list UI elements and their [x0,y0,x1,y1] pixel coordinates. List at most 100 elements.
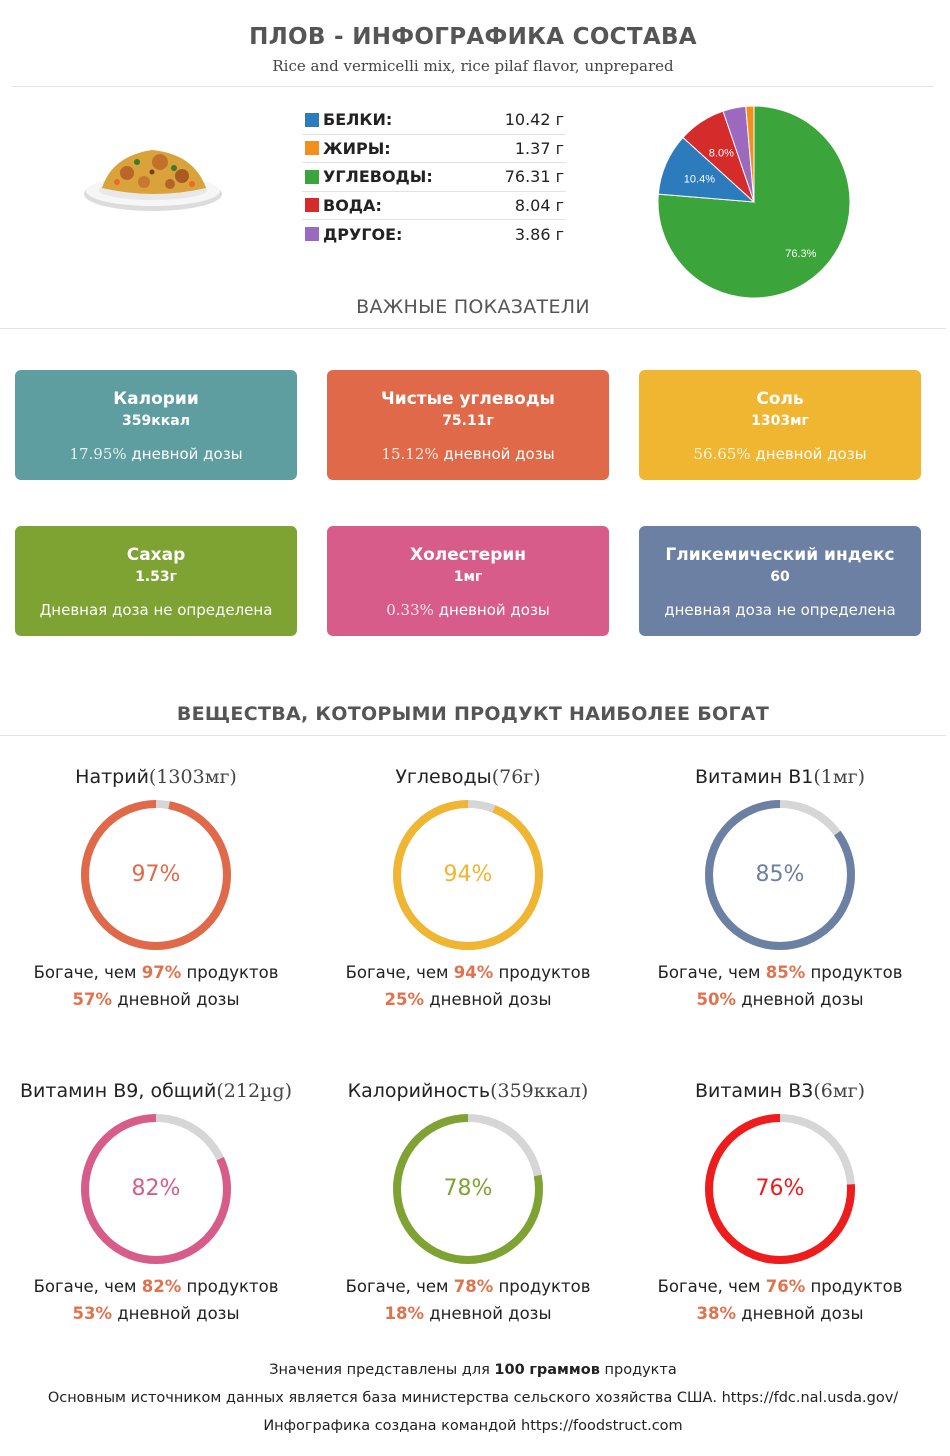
rich-item-vitamin-b1: Витамин B1(1мг) [630,766,930,788]
macro-label: ВОДА [323,195,376,215]
card-title: Холестерин [409,545,527,565]
footer-source: Основным источником данных является база… [47,1390,899,1406]
ring-percent: 97% [131,862,181,887]
rich-item-calories: Калорийность(359ккал) [318,1080,618,1102]
pie-label-protein: 10.4% [684,173,715,185]
pie-label-water: 8.0% [709,147,734,159]
card-note: дневной дозы [443,445,555,463]
card-title: Соль [756,389,804,409]
rich-item-amount: (76г) [491,766,541,788]
richer-than-line: Богаче, чем 97% продуктов [33,963,279,982]
divider [0,735,946,736]
macro-label: БЕЛКИ [323,110,386,130]
card-salt: Соль 1303мг 56.65% дневной дозы [639,370,921,480]
percentile-ring: 76% [700,1109,860,1269]
card-note: дневной дозы [755,445,867,463]
pie-label-carbs: 76.3% [785,248,816,260]
rich-item-amount: (359ккал) [490,1080,589,1102]
rich-item-vitamin-b3: Витамин B3(6мг) [630,1080,930,1102]
daily-dose-line: 50% дневной дозы [696,990,864,1009]
rich-item-name: Натрий [75,766,149,788]
card-pct: 56.65% [693,445,751,463]
divider [0,328,946,329]
percentile-ring: 97% [76,795,236,955]
macro-label: УГЛЕВОДЫ [323,167,427,187]
pie-slice-fat [745,105,755,203]
ring-percent: 76% [755,1176,805,1201]
macro-row-other: ДРУГОЕ: 3.86 г [302,220,566,249]
card-title: Калории [113,389,199,409]
card-note: дневной дозы [438,601,550,619]
richer-than-line: Богаче, чем 82% продуктов [33,1277,279,1296]
macro-value: 8.04 г [514,195,564,215]
card-pct: 17.95% [69,445,127,463]
richer-than-line: Богаче, чем 76% продуктов [657,1277,903,1296]
card-value: 1мг [453,569,483,585]
card-title: Чистые углеводы [381,389,555,409]
ring-fill [705,800,855,950]
macro-row-fat: ЖИРЫ: 1.37 г [302,135,566,163]
rich-item-amount: (6мг) [813,1080,866,1102]
pie-slice-carbs [657,105,851,299]
macro-row-carbs: УГЛЕВОДЫ: 76.31 г [302,163,566,192]
ring-percent: 82% [131,1176,181,1201]
daily-dose-line: 57% дневной дозы [72,990,240,1009]
card-value: 60 [770,569,790,585]
card-calories: Калории 359ккал 17.95% дневной дозы [15,370,297,480]
other-swatch [305,227,319,242]
card-sugar: Сахар 1.53г Дневная доза не определена [15,526,297,636]
macro-pie-chart: 76.3% 10.4% 8.0% [657,105,851,299]
daily-dose-line: 25% дневной дозы [384,990,552,1009]
daily-dose-line: 18% дневной дозы [384,1304,552,1323]
page-subtitle: Rice and vermicelli mix, rice pilaf flav… [272,57,674,75]
carbs-swatch [305,169,319,184]
key-indicators-title: ВАЖНЫЕ ПОКАЗАТЕЛИ [356,296,590,318]
ring-fill [81,800,231,950]
rich-item-sodium: Натрий(1303мг) [6,766,306,788]
macro-value: 10.42 г [504,110,564,130]
rich-item-name: Витамин B9, общий [20,1080,217,1102]
macro-value: 1.37 г [514,138,564,158]
protein-swatch [305,112,319,127]
rich-item-carbs: Углеводы(76г) [318,766,618,788]
card-title: Гликемический индекс [665,545,895,565]
macro-table: БЕЛКИ: 10.42 г ЖИРЫ: 1.37 г УГЛЕВОДЫ: 76… [302,106,566,249]
ring-fill [393,800,543,950]
divider [12,86,934,87]
macro-row-protein: БЕЛКИ: 10.42 г [302,106,566,135]
richer-than-line: Богаче, чем 94% продуктов [345,963,591,982]
daily-dose-line: 53% дневной дозы [72,1304,240,1323]
card-value: 1303мг [751,413,809,429]
water-swatch [305,198,319,213]
rich-item-vitamin-b9: Витамин B9, общий(212µg) [6,1080,306,1102]
rich-item-name: Витамин B1 [694,766,814,788]
card-value: 75.11г [442,413,494,429]
ring-fill [393,1114,543,1264]
card-value: 1.53г [135,569,177,585]
ring-fill [705,1114,855,1264]
rich-item-amount: (1мг) [813,766,866,788]
percentile-ring: 94% [388,795,548,955]
ring-percent: 94% [443,862,493,887]
rich-item-name: Углеводы [395,766,492,788]
card-note: Дневная доза не определена [39,601,273,619]
percentile-ring: 82% [76,1109,236,1269]
ring-percent: 85% [755,862,805,887]
macro-label: ДРУГОЕ [323,224,397,244]
card-note: дневной дозы [131,445,243,463]
percentile-ring: 78% [388,1109,548,1269]
page-title: ПЛОВ - ИНФОГРАФИКА СОСТАВА [249,24,697,50]
rich-item-amount: (1303мг) [148,766,237,788]
card-value: 359ккал [122,413,190,429]
card-pct: 0.33% [386,601,434,619]
macro-row-water: ВОДА: 8.04 г [302,192,566,220]
macro-label: ЖИРЫ [323,138,385,158]
ring-fill [81,1114,231,1264]
rich-item-name: Витамин B3 [694,1080,814,1102]
macro-value: 3.86 г [514,224,564,244]
footer-credit: Инфографика создана командой https://foo… [263,1418,683,1434]
macro-value: 76.31 г [504,167,564,187]
richer-than-line: Богаче, чем 78% продуктов [345,1277,591,1296]
card-cholesterol: Холестерин 1мг 0.33% дневной дозы [327,526,609,636]
daily-dose-line: 38% дневной дозы [696,1304,864,1323]
